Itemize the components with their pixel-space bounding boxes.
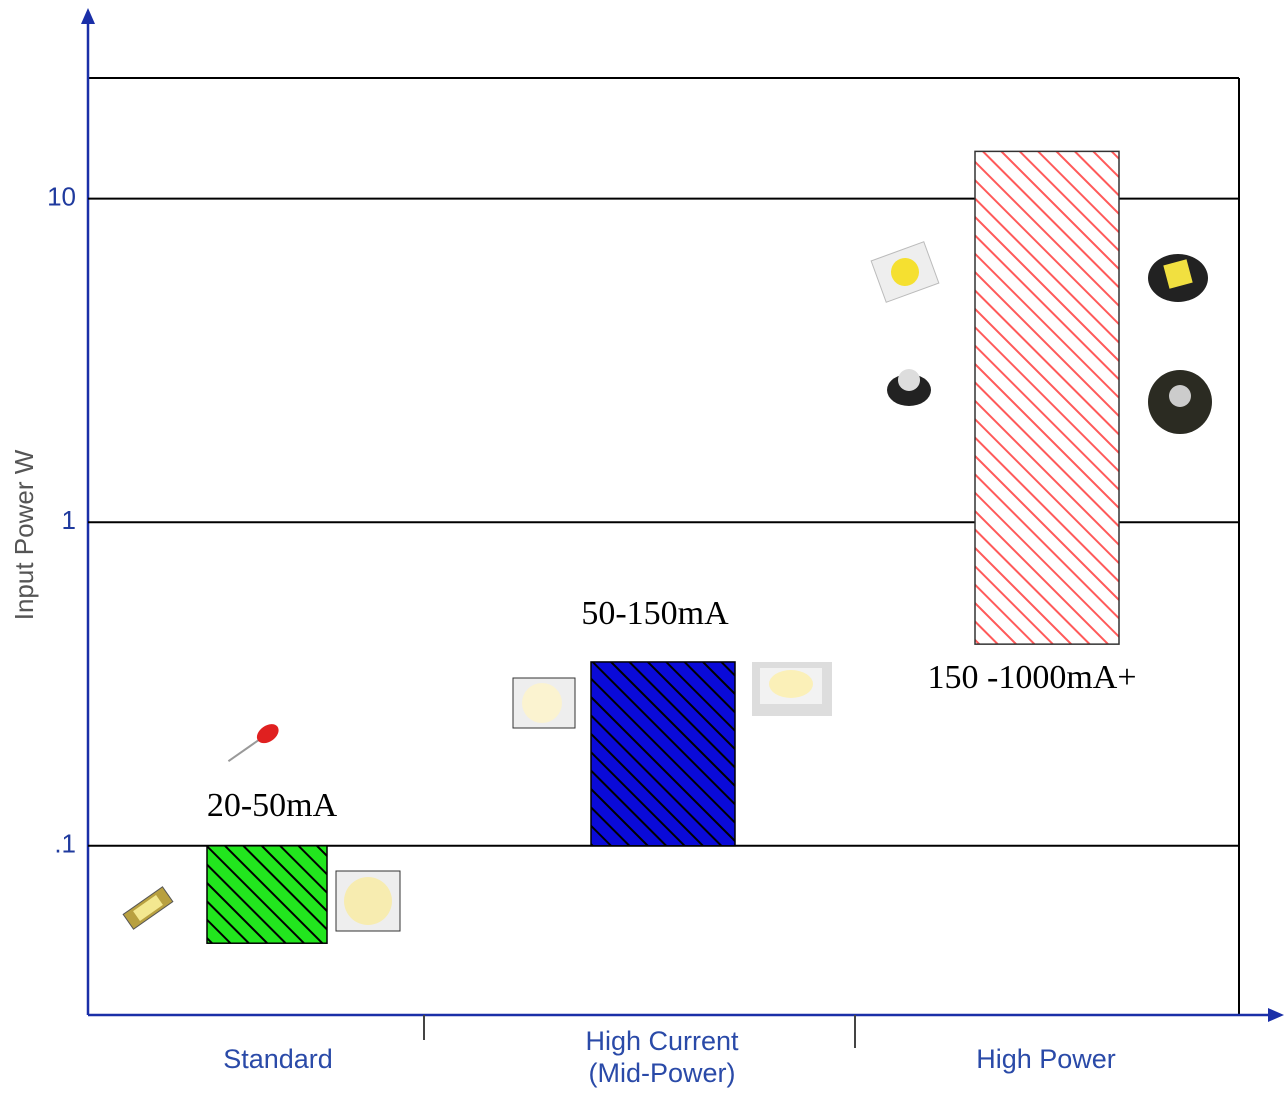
y-arrow xyxy=(81,8,95,24)
bar-annotation: 150 -1000mA+ xyxy=(928,659,1137,696)
bar xyxy=(206,845,328,944)
x-arrow xyxy=(1268,1008,1284,1022)
bar xyxy=(590,661,736,847)
bar xyxy=(974,150,1120,645)
y-tick-label: .1 xyxy=(54,829,76,859)
bar-annotation: 50-150mA xyxy=(581,595,729,632)
y-axis-label: Input Power W xyxy=(9,449,39,620)
bar-annotation: 20-50mA xyxy=(207,787,338,824)
y-tick-label: 10 xyxy=(47,182,76,212)
y-tick-label: 1 xyxy=(62,505,76,535)
x-tick-label: High Current (Mid-Power) xyxy=(585,1026,739,1088)
x-tick-label: High Power xyxy=(976,1044,1116,1074)
x-tick-label: Standard xyxy=(223,1044,333,1074)
led-icons xyxy=(122,241,1212,932)
